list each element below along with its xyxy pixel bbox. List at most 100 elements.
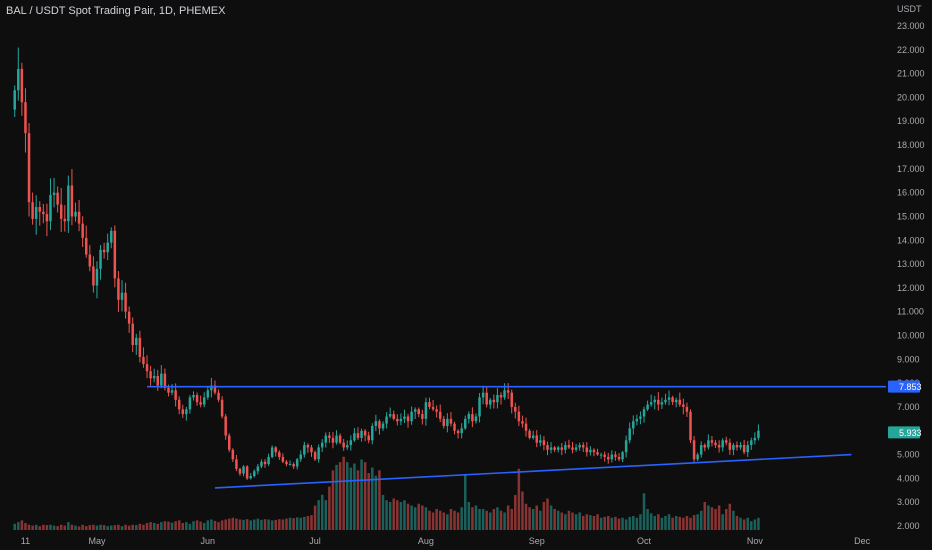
- candle-body: [485, 392, 488, 405]
- volume-bars: [13, 456, 760, 530]
- volume-bar: [285, 518, 288, 530]
- volume-bar: [174, 521, 177, 530]
- volume-bar: [67, 522, 70, 530]
- candle-body: [253, 471, 256, 476]
- volume-bar: [320, 494, 324, 530]
- candle-body: [417, 409, 421, 415]
- price-axis: USDT2.0003.0004.0005.0006.0007.0008.0009…: [897, 4, 925, 531]
- candle-body: [342, 442, 345, 448]
- volume-bar: [456, 512, 460, 530]
- candle-body: [442, 418, 446, 426]
- candle-body: [303, 445, 306, 455]
- candle-body: [167, 387, 170, 393]
- candle-body: [410, 411, 413, 422]
- candle-body: [499, 395, 503, 398]
- candle-body: [556, 447, 560, 450]
- candle-body: [388, 414, 392, 417]
- volume-bar: [328, 486, 331, 530]
- candle-body: [92, 266, 95, 286]
- volume-bar: [696, 514, 699, 530]
- volume-bar: [396, 500, 399, 530]
- candle-body: [607, 456, 610, 460]
- time-axis: 11 May Jun Jul Aug Sep Oct Nov Dec: [21, 536, 871, 546]
- volume-bar: [685, 516, 689, 530]
- candle-body: [535, 435, 539, 443]
- volume-bar: [110, 525, 113, 530]
- candle-body: [739, 445, 742, 448]
- candle-body: [392, 414, 395, 419]
- candle-body: [210, 385, 213, 391]
- volume-bar: [224, 519, 227, 530]
- candle-body: [81, 223, 84, 238]
- candle-body: [564, 445, 567, 450]
- volume-bar: [127, 525, 131, 530]
- candle-body: [542, 440, 546, 446]
- price-tick-label: 15.000: [897, 211, 925, 221]
- candle-body: [77, 211, 81, 224]
- price-tick-label: 18.000: [897, 140, 925, 150]
- candle-body: [263, 461, 267, 465]
- volume-bar: [699, 510, 703, 530]
- volume-bar: [59, 524, 63, 530]
- candle-body: [295, 459, 299, 467]
- candle-body: [320, 442, 324, 448]
- volume-bar: [489, 512, 492, 530]
- candle-body: [710, 440, 714, 443]
- candle-body: [553, 447, 556, 450]
- price-tick-label: 14.000: [897, 235, 925, 245]
- volume-bar: [632, 516, 635, 530]
- candle-body: [17, 68, 20, 91]
- volume-bar: [574, 514, 578, 530]
- candle-body: [213, 385, 217, 393]
- volume-bar: [435, 509, 438, 530]
- volume-bar: [635, 517, 639, 530]
- volume-bar: [177, 520, 181, 530]
- candles: [13, 47, 760, 480]
- price-tick-label: 3.000: [897, 497, 920, 507]
- candle-body: [174, 390, 177, 400]
- volume-bar: [438, 510, 442, 530]
- candle-body: [56, 192, 59, 205]
- candle-body: [714, 442, 717, 446]
- candle-body: [506, 390, 510, 393]
- volume-bar: [735, 516, 739, 530]
- candle-body: [242, 466, 245, 474]
- volume-bar: [288, 517, 292, 530]
- volume-bar: [521, 491, 524, 530]
- volume-bar: [299, 517, 303, 530]
- volume-bar: [674, 516, 678, 530]
- volume-bar: [192, 521, 195, 530]
- candle-body: [24, 102, 27, 134]
- candle-body: [399, 418, 403, 422]
- volume-bar: [220, 520, 224, 530]
- candle-body: [63, 218, 67, 222]
- candle-body: [503, 390, 506, 398]
- candle-body: [478, 397, 481, 417]
- volume-bar: [742, 519, 746, 530]
- volume-bar: [199, 521, 202, 530]
- candle-body: [628, 428, 631, 441]
- candle-body: [99, 249, 102, 269]
- volume-bar: [92, 524, 95, 530]
- volume-bar: [156, 523, 159, 530]
- candle-body: [599, 454, 603, 456]
- price-tick-label: 11.000: [897, 307, 924, 317]
- candle-body: [549, 447, 553, 450]
- volume-bar: [335, 464, 338, 530]
- volume-bar: [628, 516, 631, 530]
- volume-bar: [253, 519, 256, 530]
- volume-bar: [349, 467, 353, 530]
- candle-body: [664, 399, 667, 403]
- candle-body: [260, 461, 263, 467]
- candle-body: [431, 406, 435, 410]
- volume-bar: [617, 518, 621, 530]
- volume-bar: [263, 519, 267, 530]
- volume-bar: [446, 514, 449, 530]
- volume-bar: [342, 456, 345, 530]
- candle-body: [156, 376, 159, 386]
- volume-bar: [517, 468, 521, 530]
- price-tick-label: 17.000: [897, 164, 925, 174]
- candle-body: [596, 452, 599, 455]
- candle-body: [521, 421, 524, 424]
